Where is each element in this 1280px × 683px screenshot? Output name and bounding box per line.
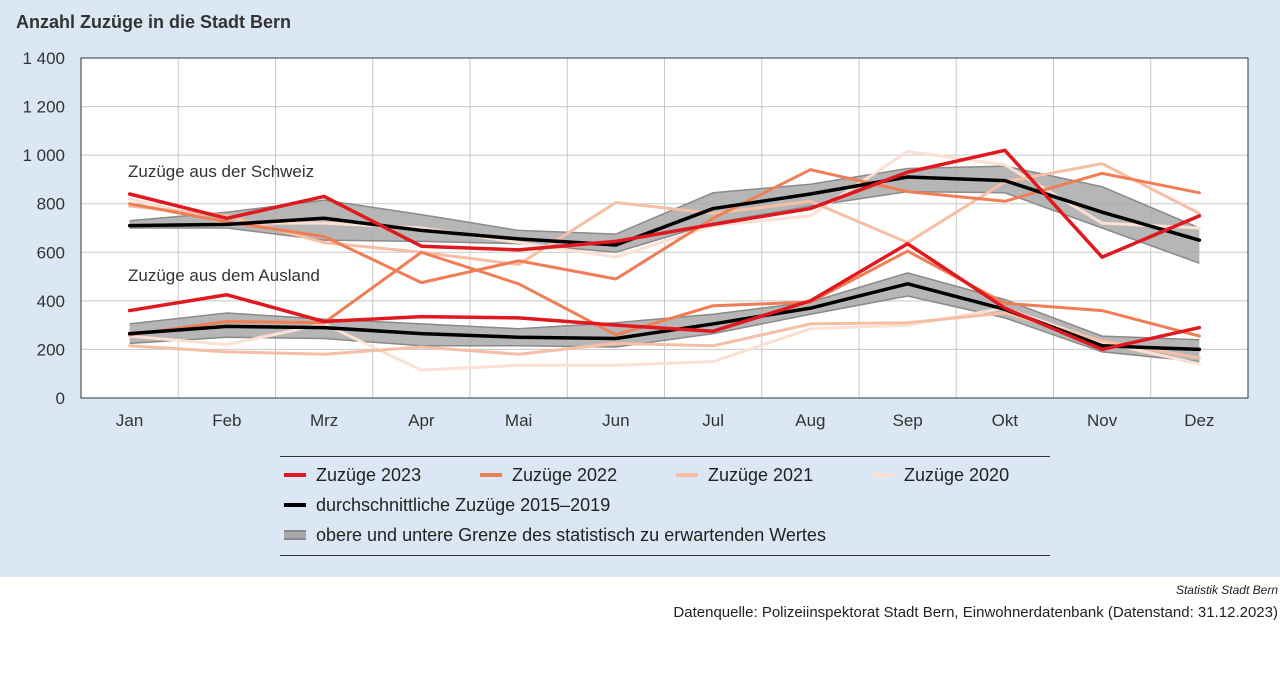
series-lines [127,148,1202,372]
y-tick-label: 600 [37,243,65,262]
y-tick-label: 200 [37,340,65,359]
series-line-s2021-0 [128,162,1201,266]
x-tick-label: Apr [408,411,435,430]
band-area-0 [129,166,1200,264]
y-tick-label: 1 000 [22,146,65,165]
source-text: Datenquelle: Polizeiinspektorat Stadt Be… [673,604,1278,621]
x-tick-label: Mai [505,411,532,430]
legend-label-band: obere und untere Grenze des statistisch … [316,524,826,545]
legend-label-2021: Zuzüge 2021 [708,464,814,485]
x-tick-label: Feb [212,411,241,430]
legend-item-band: obere und untere Grenze des statistisch … [284,523,826,547]
y-tick-label: 1 200 [22,98,65,117]
plot-border [80,57,1249,399]
legend-label-average: durchschnittliche Zuzüge 2015–2019 [316,494,611,515]
legend-label-2023: Zuzüge 2023 [316,464,422,485]
x-tick-label: Sep [893,411,923,430]
chart-title: Anzahl Zuzüge in die Stadt Bern [16,12,292,32]
x-tick-label: Aug [795,411,825,430]
y-tick-label: 400 [37,292,65,311]
series-line-s2022-1 [128,249,1201,338]
legend-swatch-2023 [284,473,306,477]
band-area-1 [129,272,1200,362]
x-tick-label: Nov [1087,411,1118,430]
legend-item-2023: Zuzüge 2023 [284,463,421,487]
band-lower-line-1 [129,295,1200,363]
legend-swatch-2021 [676,473,698,477]
legend-label-2020: Zuzüge 2020 [904,464,1010,485]
x-tick-label: Jun [602,411,629,430]
x-tick-label: Jan [116,411,143,430]
series-line-s2022-0 [128,168,1201,285]
axes: 0 200 400 600 800 1 000 1 200 1 400 Jan Feb Mrz Apr… [22,49,1249,430]
legend-label-2022: Zuzüge 2022 [512,464,618,485]
x-tick-label: Okt [992,411,1019,430]
legend-item-2022: Zuzüge 2022 [480,463,617,487]
legend-swatch-2020 [872,473,894,477]
line-chart: 0 200 400 600 800 1 000 1 200 1 400 Jan Feb Mrz Apr… [22,49,1249,430]
x-tick-label: Jul [702,411,724,430]
y-tick-label: 800 [37,195,65,214]
y-tick-label: 1 400 [22,49,65,68]
series-line-avg-0 [127,175,1202,247]
legend-swatch-band [284,530,306,540]
annotation-ausland: Zuzüge aus dem Ausland [128,266,320,285]
series-line-s2023-0 [127,148,1202,259]
legend-item-2021: Zuzüge 2021 [676,463,813,487]
credit-text: Statistik Stadt Bern [1175,583,1278,597]
series-line-s2023-1 [127,242,1202,352]
series-line-s2020-0 [128,150,1201,259]
x-tick-label: Dez [1184,411,1214,430]
legend-swatch-2022 [480,473,502,477]
legend-item-average: durchschnittliche Zuzüge 2015–2019 [284,493,610,517]
series-line-s2021-1 [128,311,1201,360]
legend-swatch-average [284,503,306,507]
annotation-schweiz: Zuzüge aus der Schweiz [128,162,314,181]
legend: Zuzüge 2023 Zuzüge 2022 Zuzüge 2021 Zuzü… [280,456,1050,556]
x-tick-label: Mrz [310,411,338,430]
legend-item-2020: Zuzüge 2020 [872,463,1009,487]
y-tick-label: 0 [56,389,65,408]
